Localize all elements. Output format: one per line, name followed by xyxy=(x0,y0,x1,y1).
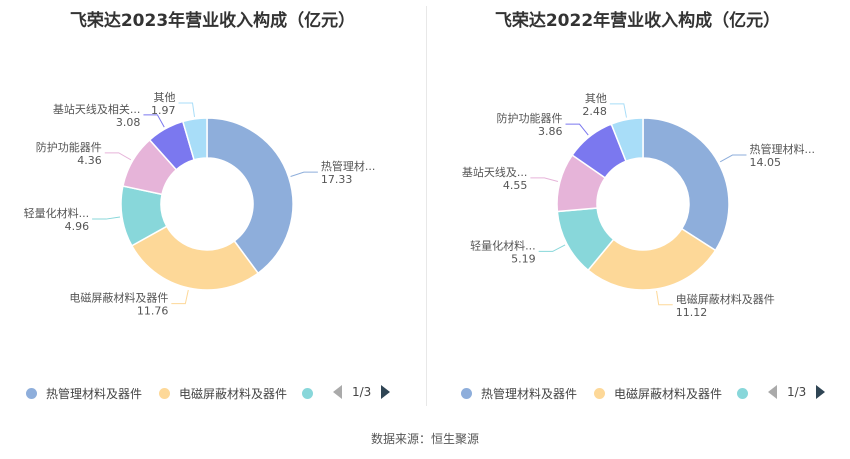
label-leader-line xyxy=(290,171,318,177)
label-leader-line xyxy=(609,103,627,118)
label-leader-line xyxy=(530,177,559,182)
pie-slice[interactable] xyxy=(587,227,717,291)
slice-value-label: 3.86 xyxy=(538,125,563,138)
slice-label: 轻量化材料... xyxy=(470,238,536,252)
label-leader-line xyxy=(656,290,673,306)
slice-value-label: 1.97 xyxy=(151,104,176,117)
slice-label: 电磁屏蔽材料及器件 xyxy=(676,292,775,306)
legend-label: 电磁屏蔽材料及器件 xyxy=(614,387,723,401)
slice-value-label: 2.48 xyxy=(582,105,607,118)
label-leader-line xyxy=(538,244,566,252)
label-leader-line xyxy=(171,289,189,305)
slice-value-label: 4.36 xyxy=(77,154,102,167)
next-page-icon[interactable] xyxy=(381,385,390,399)
slice-label: 防护功能器件 xyxy=(497,111,563,125)
label-leader-line xyxy=(104,152,132,161)
chart-panel-2022: 飞荣达2022年营业收入构成（亿元） 热管理材料... 14.05 电磁屏蔽材料及器… xyxy=(425,0,850,412)
pie-slice[interactable] xyxy=(181,117,208,161)
slice-label: 其他 xyxy=(585,92,607,105)
slice-label: 基站天线及相关... xyxy=(53,102,141,116)
chart-title: 飞荣达2022年营业收入构成（亿元） xyxy=(494,11,781,31)
legend-dot xyxy=(737,388,748,399)
slice-value-label: 4.55 xyxy=(503,179,528,192)
pie-slice[interactable] xyxy=(130,225,260,291)
slice-label: 防护功能器件 xyxy=(36,140,102,154)
page-indicator: 1/3 xyxy=(787,385,807,399)
slice-label: 其他 xyxy=(154,91,176,104)
label-leader-line xyxy=(719,154,747,163)
slice-label: 基站天线及... xyxy=(462,165,528,179)
slice-value-label: 3.08 xyxy=(116,116,141,129)
pie-slice[interactable] xyxy=(206,117,294,275)
next-page-icon[interactable] xyxy=(816,385,825,399)
pie-slice[interactable] xyxy=(610,117,644,163)
slice-value-label: 14.05 xyxy=(749,156,781,169)
chart-title: 飞荣达2023年营业收入构成（亿元） xyxy=(69,11,356,31)
slice-value-label: 4.96 xyxy=(65,220,90,233)
prev-page-icon[interactable] xyxy=(768,385,777,399)
legend-dot xyxy=(594,388,605,399)
divider xyxy=(426,6,427,406)
chart-panel-2023: 飞荣达2023年营业收入构成（亿元） 热管理材... 17.33 电磁屏蔽材料及器件… xyxy=(0,0,425,412)
legend-dot xyxy=(159,388,170,399)
prev-page-icon[interactable] xyxy=(333,385,342,399)
page-indicator: 1/3 xyxy=(352,385,372,399)
legend-label: 电磁屏蔽材料及器件 xyxy=(179,387,288,401)
label-leader-line xyxy=(143,114,165,128)
slice-value-label: 11.12 xyxy=(676,306,708,319)
data-source-note: 数据来源：恒生聚源 xyxy=(370,432,479,446)
pie-slice[interactable] xyxy=(642,117,730,252)
label-leader-line xyxy=(178,102,196,117)
legend-dot xyxy=(302,388,313,399)
label-leader-line xyxy=(92,216,121,220)
slice-label: 热管理材料... xyxy=(749,142,815,156)
legend-dot xyxy=(461,388,472,399)
legend-label: 热管理材料及器件 xyxy=(481,387,578,401)
slice-value-label: 11.76 xyxy=(137,305,169,318)
slice-label: 电磁屏蔽材料及器件 xyxy=(69,291,168,305)
legend-label: 热管理材料及器件 xyxy=(46,387,143,401)
slice-value-label: 17.33 xyxy=(321,173,353,186)
slice-label: 轻量化材料... xyxy=(24,206,90,220)
label-leader-line xyxy=(565,123,589,136)
slice-label: 热管理材... xyxy=(321,159,376,173)
slice-value-label: 5.19 xyxy=(511,252,536,265)
legend-dot xyxy=(26,388,37,399)
